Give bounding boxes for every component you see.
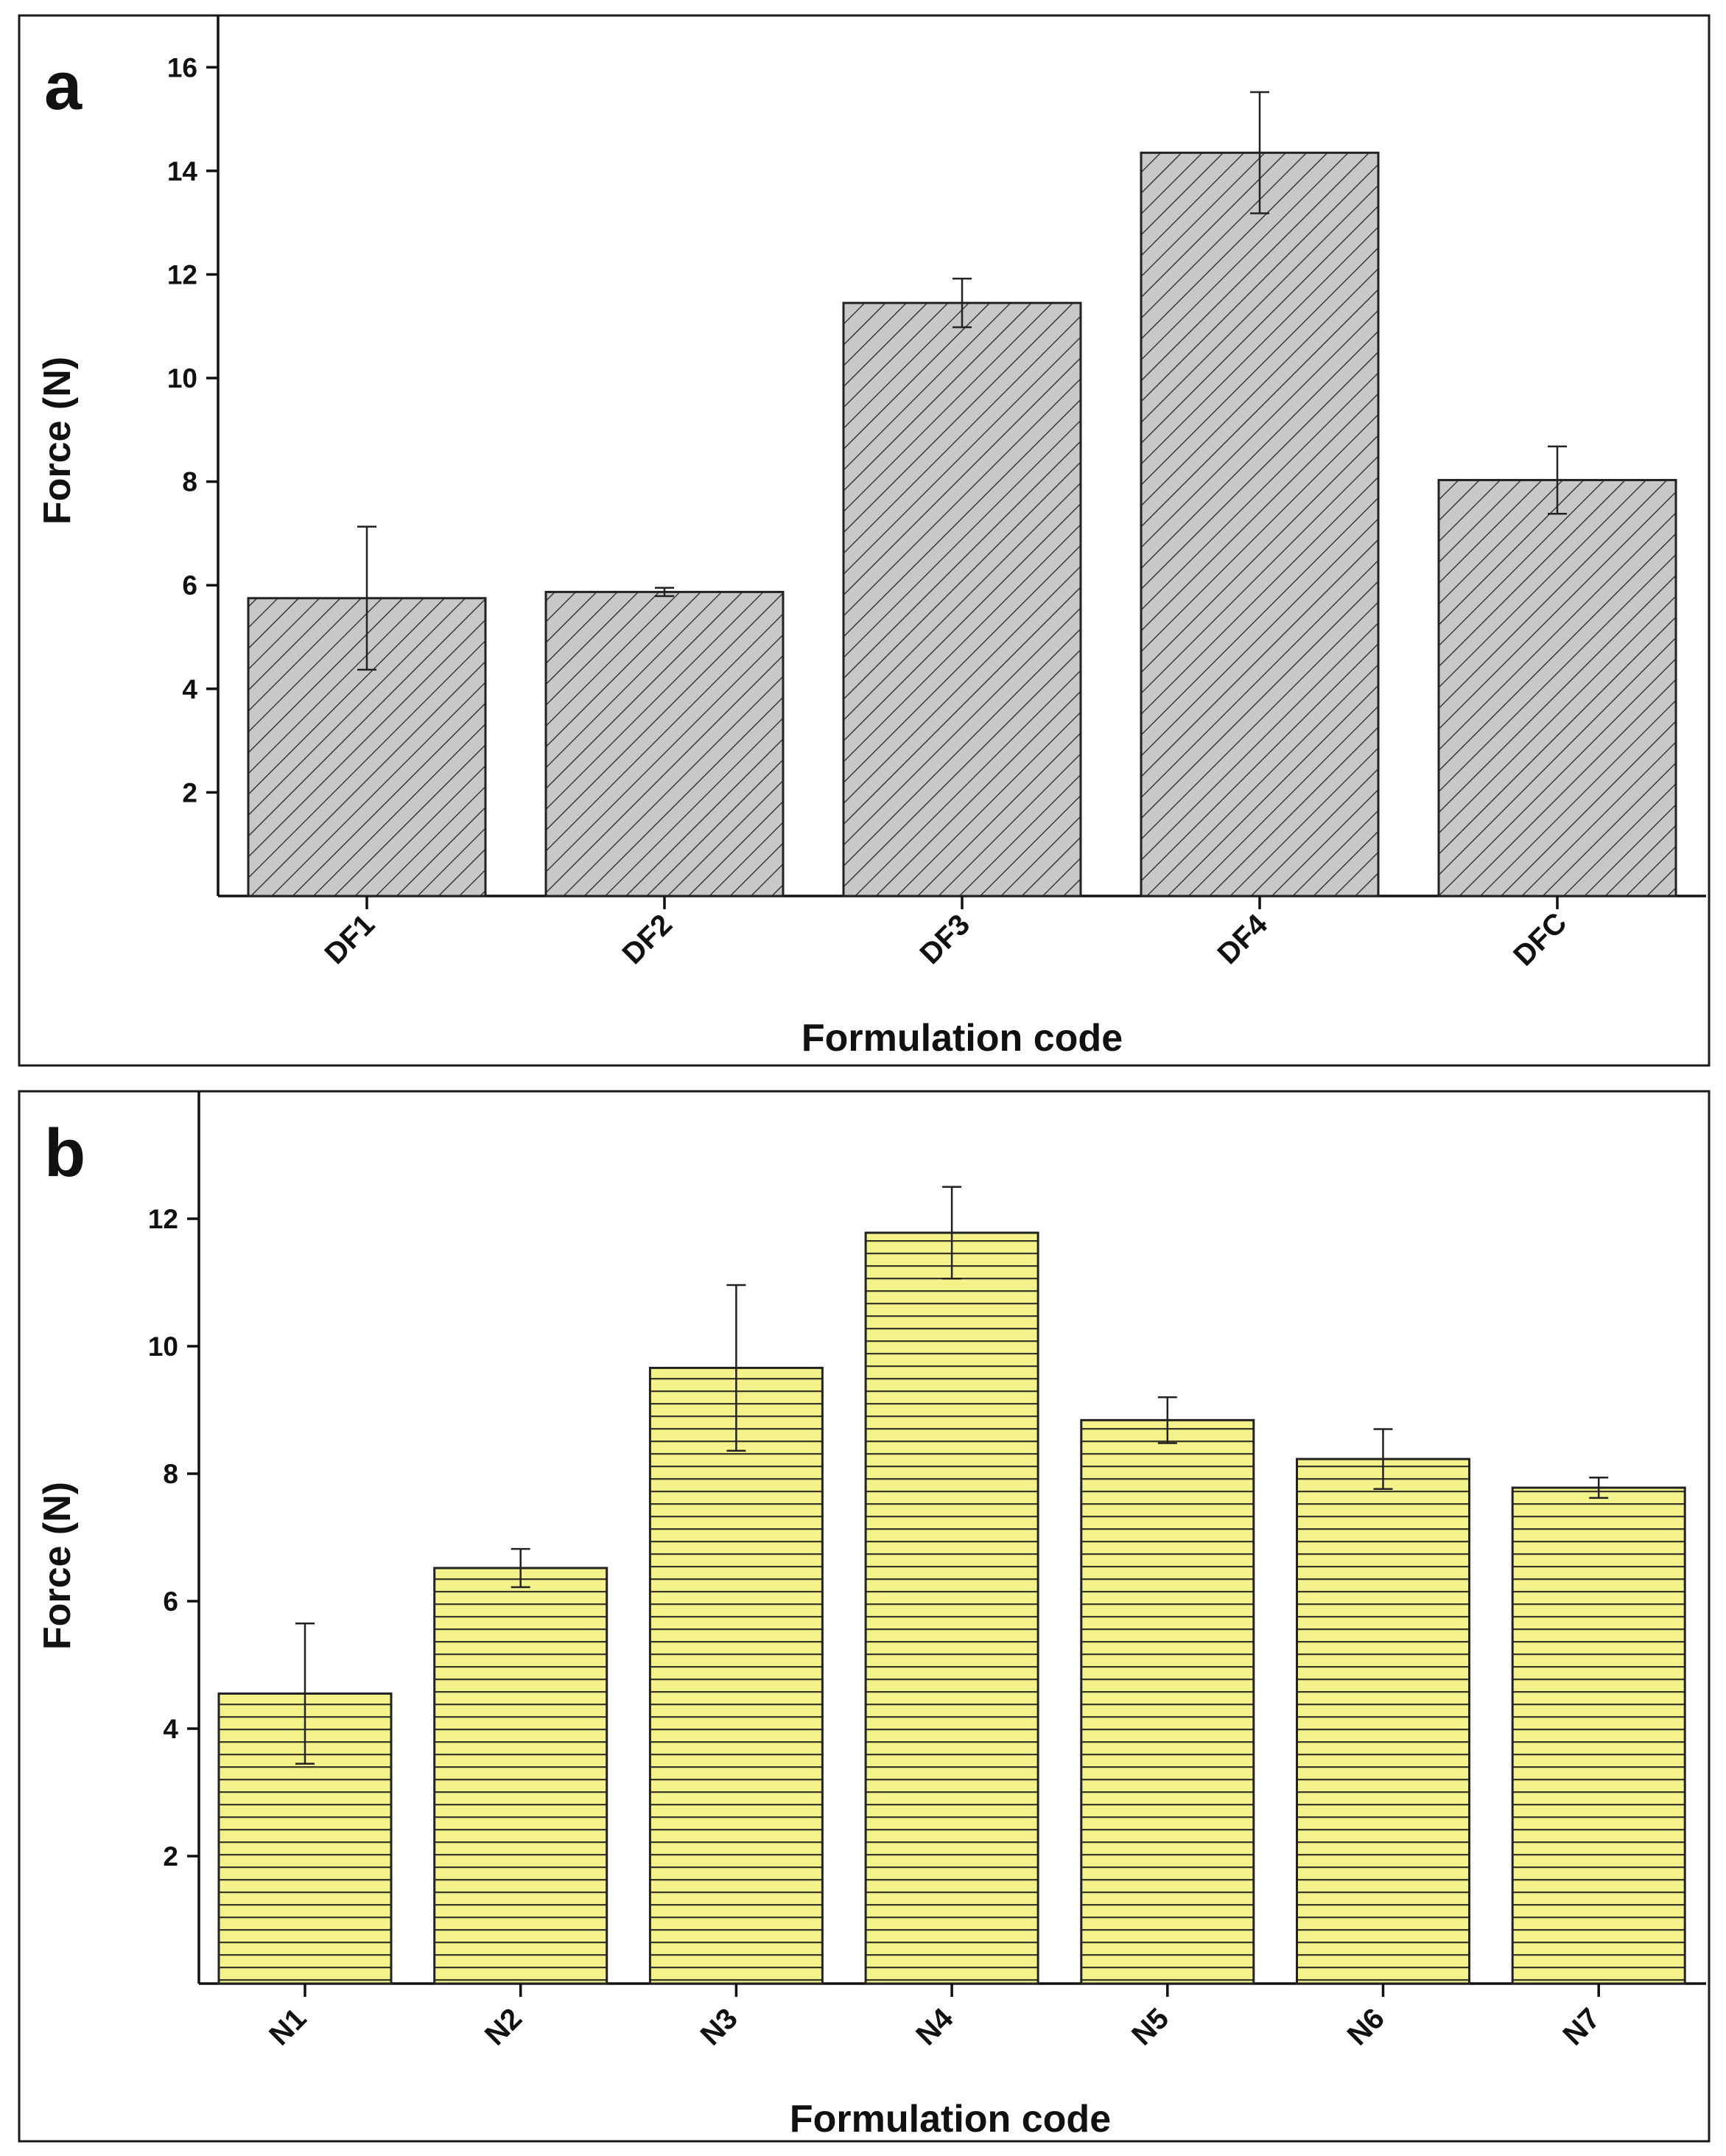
panel-b-y-axis-title: Force (N) xyxy=(36,1482,79,1650)
panel-a-bar-df3 xyxy=(842,301,1082,897)
panel-b-category-label: N3 xyxy=(695,2002,744,2051)
panel-b-x-axis-title: Formulation code xyxy=(790,2098,1111,2141)
panel-b-category-label: N1 xyxy=(263,2002,312,2051)
panel-b-error-bar-n1 xyxy=(295,1623,315,1765)
panel-a-error-bar-df2 xyxy=(655,587,674,598)
panel-a-category-label: DF4 xyxy=(1212,908,1274,970)
panel-b-y-tick-label: 6 xyxy=(163,1586,178,1617)
panel-a-category-label: DF3 xyxy=(914,909,977,971)
panel-a-y-tick-label: 10 xyxy=(167,363,197,393)
panel-b-y-tick-label: 10 xyxy=(148,1331,178,1362)
panel-b-bar-n3 xyxy=(648,1366,824,1985)
panel-b-bar-n4 xyxy=(864,1231,1039,1985)
panel-b-category-label: N6 xyxy=(1341,2002,1391,2051)
panel-a-y-tick-label: 16 xyxy=(167,52,197,83)
panel-b-plot: 2 4 6 8 10 12 N1 N2 N3 N4 N5 N6 N7 xyxy=(148,1091,1706,2051)
panel-a-bar-dfc xyxy=(1437,479,1677,897)
panel-b-bar-n6 xyxy=(1296,1457,1470,1985)
panel-b-error-bar-n7 xyxy=(1589,1476,1609,1499)
panel-a-y-tick-label: 14 xyxy=(167,156,198,186)
panel-a-x-axis-title: Formulation code xyxy=(801,1017,1123,1060)
panel-a-y-tick-label: 12 xyxy=(167,259,197,290)
panel-a: a 2 4 6 8 10 12 14 16 DF1 DF2 DF3 DF4 DFC Formulatio… xyxy=(18,14,1711,1067)
panel-b-bar-n2 xyxy=(433,1567,608,1985)
panel-a-letter: a xyxy=(44,49,83,124)
panel-a-error-bar-dfc xyxy=(1548,445,1567,515)
panel-a-error-bar-df3 xyxy=(953,277,972,329)
panel-b-y-tick-label: 8 xyxy=(163,1459,178,1489)
panel-a-y-tick-label: 2 xyxy=(182,777,197,808)
panel-a-error-bar-df4 xyxy=(1250,91,1269,214)
panel-b-category-label: N2 xyxy=(479,2002,528,2051)
panel-a-y-tick-label: 6 xyxy=(182,570,197,601)
panel-b-category-label: N7 xyxy=(1557,2002,1606,2051)
panel-a-category-label: DFC xyxy=(1507,906,1573,972)
panel-a-bar-df2 xyxy=(544,590,785,897)
panel-a-y-tick-label: 4 xyxy=(182,674,197,704)
panel-b-error-bar-n3 xyxy=(726,1284,746,1452)
panel-a-category-label: DF1 xyxy=(319,909,382,971)
panel-a-plot: 2 4 6 8 10 12 14 16 DF1 DF2 DF3 DF4 DFC xyxy=(167,15,1706,972)
panel-b-y-tick-label: 2 xyxy=(163,1841,178,1872)
panel-a-y-tick-label: 8 xyxy=(182,467,197,497)
panel-a-y-axis-title: Force (N) xyxy=(36,357,79,525)
panel-a-error-bar-df1 xyxy=(357,525,376,671)
panel-a-category-label: DF2 xyxy=(617,909,679,971)
panel-b-bar-n7 xyxy=(1511,1486,1686,1985)
panel-b-category-label: N4 xyxy=(910,2002,960,2052)
panel-b-error-bar-n6 xyxy=(1373,1428,1393,1491)
panel-b: b 2 4 6 8 10 12 N1 N2 N3 N4 N5 N6 N7 Formulation cod… xyxy=(18,1090,1711,2143)
panel-b-frame xyxy=(18,1090,1711,2143)
panel-b-y-tick-label: 4 xyxy=(163,1714,178,1744)
panel-a-bar-df4 xyxy=(1140,151,1380,897)
panel-b-category-label: N5 xyxy=(1126,2002,1175,2051)
panel-b-bar-n5 xyxy=(1080,1418,1255,1985)
panel-b-error-bar-n2 xyxy=(511,1547,530,1589)
panel-b-letter: b xyxy=(44,1116,85,1191)
panel-a-frame xyxy=(18,14,1711,1067)
panel-b-error-bar-n4 xyxy=(942,1186,962,1280)
panel-b-error-bar-n5 xyxy=(1157,1396,1177,1444)
panel-b-y-tick-label: 12 xyxy=(148,1204,178,1234)
